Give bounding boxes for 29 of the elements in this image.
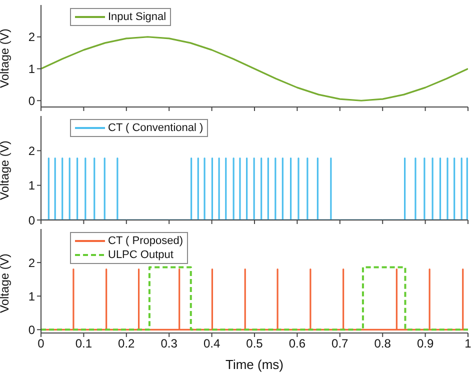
y-axis-title: Voltage (V)	[0, 28, 12, 88]
legend-label: Input Signal	[108, 10, 166, 24]
x-tick-label: 0.9	[416, 336, 434, 351]
y-axis-title: Voltage (V)	[0, 140, 12, 200]
x-tick-label: 0.2	[118, 336, 136, 351]
x-tick-label: 0.8	[374, 336, 392, 351]
y-tick-label: 1	[28, 62, 36, 76]
legend-label: CT ( Conventional )	[108, 121, 204, 135]
legend-label: ULPC Output	[108, 248, 174, 262]
x-tick-label: 0.4	[203, 336, 220, 351]
y-tick-label: 1	[28, 289, 36, 304]
x-axis-title: Time (ms)	[225, 357, 284, 372]
y-tick-label: 0	[28, 213, 36, 228]
x-tick-label: 0.7	[332, 336, 349, 351]
x-tick-label: 1	[464, 336, 472, 351]
x-tick-label: 0.5	[246, 336, 264, 351]
x-tick-label: 0.6	[288, 336, 306, 351]
y-tick-label: 2	[28, 30, 36, 44]
y-tick-label: 2	[28, 144, 36, 158]
y-tick-label: 2	[28, 256, 36, 270]
line-series	[41, 36, 468, 102]
y-tick-label: 1	[28, 178, 36, 193]
x-tick-label: 0	[38, 336, 45, 351]
y-axis-title: Voltage (V)	[0, 254, 12, 313]
y-tick-label: 0	[28, 94, 36, 108]
y-tick-label: 0	[28, 322, 36, 337]
x-tick-label: 0.1	[75, 336, 92, 351]
x-tick-label: 0.3	[160, 336, 178, 351]
legend-label: CT ( Proposed)	[108, 234, 183, 248]
